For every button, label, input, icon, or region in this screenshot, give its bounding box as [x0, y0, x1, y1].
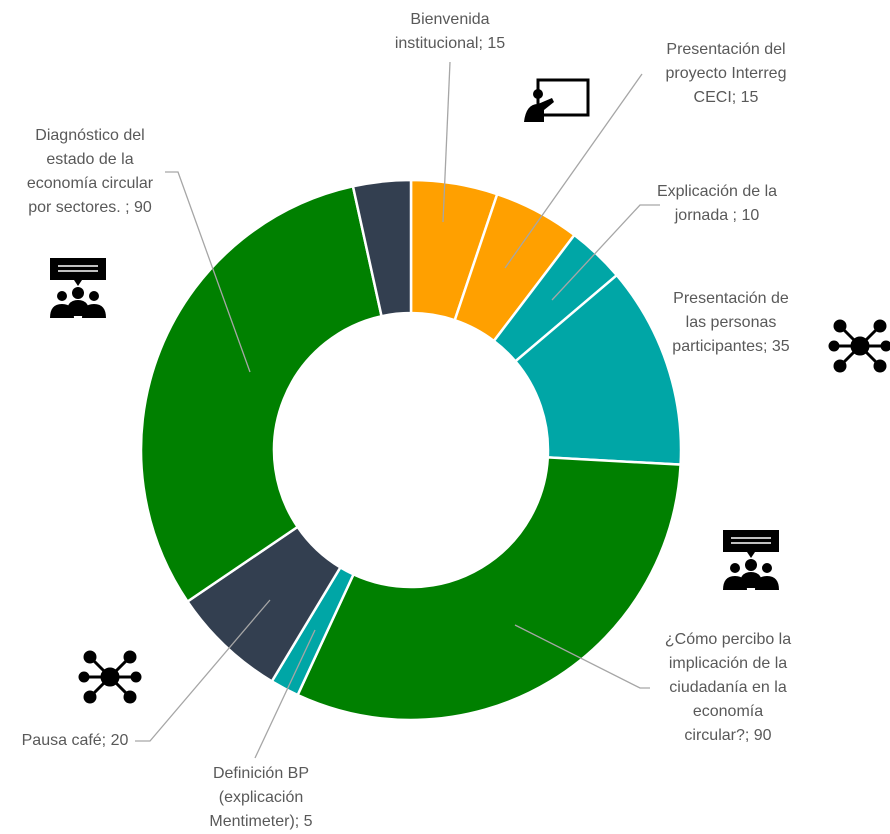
data-label: Bienvenida institucional; 15 — [394, 11, 506, 52]
slice — [351, 178, 413, 318]
leader — [442, 61, 451, 223]
data-label: Explicación de la jornada ; 10 — [656, 183, 778, 224]
icon-audience — [723, 530, 779, 590]
data-label: Definición BP (explicación Mentimeter); … — [209, 765, 313, 830]
leader — [135, 599, 271, 742]
data-label: Diagnóstico del estado de la economía ci… — [26, 127, 154, 216]
data-label: Pausa café; 20 — [21, 732, 129, 749]
icon-network — [828, 319, 890, 373]
icon-audience — [50, 258, 106, 318]
leader-lines — [135, 61, 660, 759]
data-label: Presentación de las personas participant… — [672, 290, 790, 355]
leader — [165, 171, 251, 373]
slice — [295, 456, 682, 722]
leader — [254, 629, 316, 759]
slice — [139, 184, 384, 604]
leader — [504, 73, 643, 269]
icon-presentation — [524, 78, 590, 122]
leader — [551, 204, 660, 301]
slices — [139, 178, 683, 722]
icon-network — [78, 650, 142, 704]
data-label: Presentación del proyecto Interreg CECI;… — [665, 41, 787, 106]
data-label: ¿Cómo percibo la implicación de la ciuda… — [664, 631, 792, 744]
leader — [514, 624, 650, 689]
